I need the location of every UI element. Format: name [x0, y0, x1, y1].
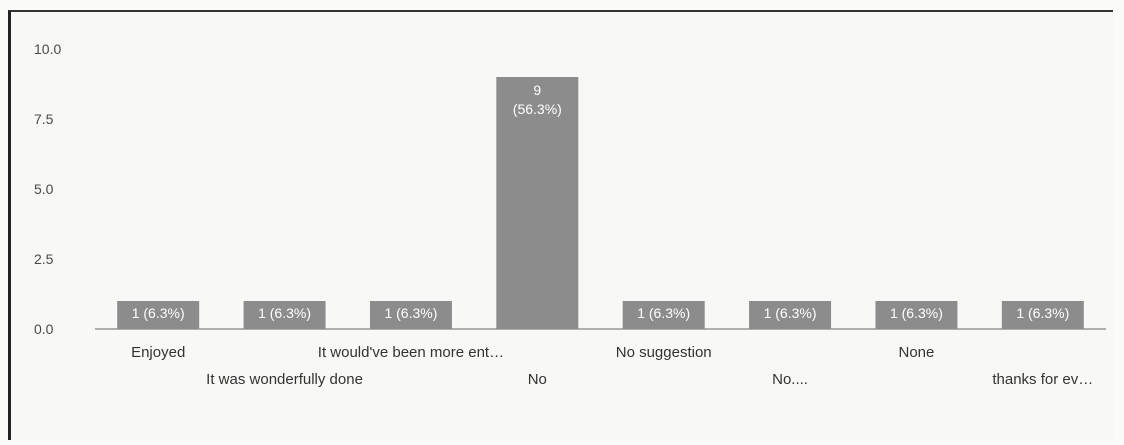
bar-data-label: 1 (6.3%) — [132, 305, 185, 321]
y-tick-label: 5.0 — [34, 181, 54, 197]
x-axis-category-labels: Enjoyed It was wonderfully done It would'v… — [131, 344, 1093, 388]
bar-data-label: (56.3%) — [513, 101, 562, 117]
x-category-label: No suggestion — [616, 344, 712, 361]
bar-data-label: 1 (6.3%) — [384, 305, 437, 321]
x-category-label: None — [899, 344, 935, 361]
y-tick-label: 10.0 — [34, 41, 61, 57]
bar-data-label: 1 (6.3%) — [1016, 305, 1069, 321]
bar-data-label: 1 (6.3%) — [258, 305, 311, 321]
bar-data-label: 9 — [533, 82, 541, 98]
bar-data-labels: 1 (6.3%) 1 (6.3%) 1 (6.3%) 9 (56.3%) 1 (6.3%)… — [132, 82, 1070, 321]
y-tick-label: 0.0 — [34, 321, 54, 337]
x-category-label: It was wonderfully done — [206, 371, 363, 388]
x-category-label: thanks for ev… — [992, 371, 1093, 388]
bar-data-label: 1 (6.3%) — [890, 305, 943, 321]
bar-data-label: 1 (6.3%) — [637, 305, 690, 321]
x-category-label: It would've been more ent… — [318, 344, 504, 361]
y-axis-ticks: 0.0 2.5 5.0 7.5 10.0 — [34, 41, 61, 337]
bars — [117, 77, 1084, 329]
x-category-label: No — [528, 371, 547, 388]
y-tick-label: 7.5 — [34, 111, 54, 127]
x-category-label: Enjoyed — [131, 344, 185, 361]
x-category-label: No.... — [772, 371, 808, 388]
bar-data-label: 1 (6.3%) — [764, 305, 817, 321]
y-tick-label: 2.5 — [34, 251, 54, 267]
